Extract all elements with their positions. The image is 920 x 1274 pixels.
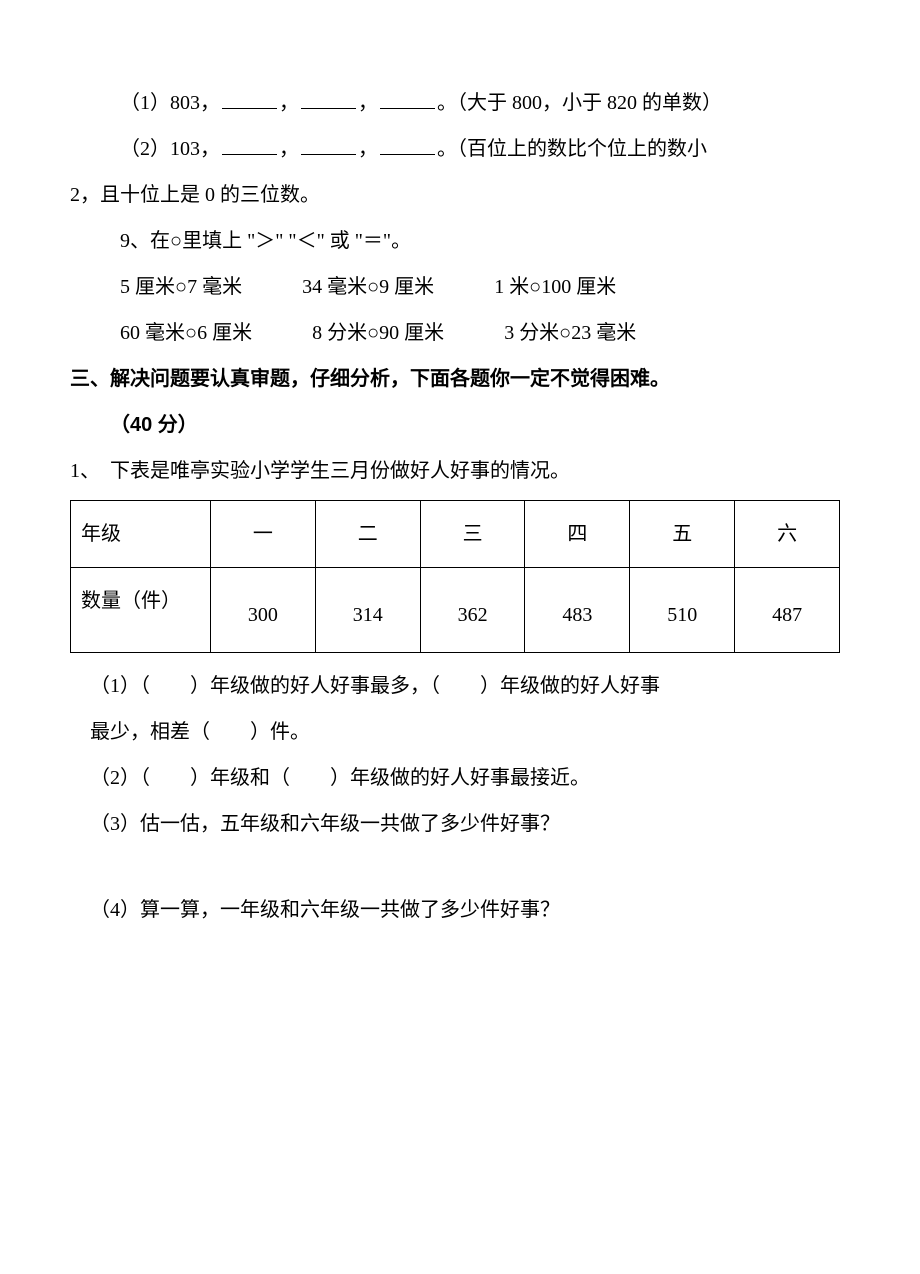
compare-item[interactable]: 5 厘米○7 毫米 — [120, 264, 242, 310]
table-header-cell: 二 — [315, 501, 420, 568]
blank-fill[interactable] — [301, 88, 356, 109]
table-header-row: 年级 一 二 三 四 五 六 — [71, 501, 840, 568]
table-header-cell: 六 — [735, 501, 840, 568]
table-cell: 362 — [420, 568, 525, 653]
table-header-cell: 五 — [630, 501, 735, 568]
compare-item[interactable]: 60 毫米○6 厘米 — [120, 310, 252, 356]
blank-fill[interactable] — [222, 88, 277, 109]
problem-1-q4: （4）算一算，一年级和六年级一共做了多少件好事？ — [70, 887, 850, 933]
question-2-line-1: （2）103，，，。（百位上的数比个位上的数小 — [70, 126, 850, 172]
good-deeds-table: 年级 一 二 三 四 五 六 数量（件） 300 314 362 483 510… — [70, 500, 840, 653]
section-3-points: （40 分） — [70, 402, 850, 448]
blank-fill[interactable] — [301, 134, 356, 155]
table-cell: 483 — [525, 568, 630, 653]
q2-suffix: 。（百位上的数比个位上的数小 — [437, 138, 707, 160]
compare-row-1: 5 厘米○7 毫米 34 毫米○9 厘米 1 米○100 厘米 — [70, 264, 850, 310]
q1-suffix: 。（大于 800，小于 820 的单数） — [437, 92, 722, 114]
table-row-label: 数量（件） — [71, 568, 211, 653]
table-cell: 487 — [735, 568, 840, 653]
table-cell: 300 — [211, 568, 316, 653]
problem-1-q3: （3）估一估，五年级和六年级一共做了多少件好事？ — [70, 801, 850, 847]
table-header-cell: 四 — [525, 501, 630, 568]
compare-row-2: 60 毫米○6 厘米 8 分米○90 厘米 3 分米○23 毫米 — [70, 310, 850, 356]
problem-1-q2: （2）（ ）年级和（ ）年级做的好人好事最接近。 — [70, 755, 850, 801]
question-9-title: 9、在○里填上 "＞" "＜" 或 "＝"。 — [70, 218, 850, 264]
question-2-line-2: 2，且十位上是 0 的三位数。 — [70, 172, 850, 218]
table-row: 数量（件） 300 314 362 483 510 487 — [71, 568, 840, 653]
blank-fill[interactable] — [380, 134, 435, 155]
compare-item[interactable]: 3 分米○23 毫米 — [504, 310, 636, 356]
blank-fill[interactable] — [222, 134, 277, 155]
spacer — [70, 847, 850, 887]
compare-item[interactable]: 1 米○100 厘米 — [494, 264, 616, 310]
table-cell: 314 — [315, 568, 420, 653]
table-header-label: 年级 — [71, 501, 211, 568]
problem-1-q1-line1: （1）（ ）年级做的好人好事最多，（ ）年级做的好人好事 — [70, 663, 850, 709]
problem-1-q1-line2: 最少，相差（ ）件。 — [70, 709, 850, 755]
section-3-title: 三、解决问题要认真审题，仔细分析，下面各题你一定不觉得困难。 — [70, 356, 850, 402]
compare-item[interactable]: 8 分米○90 厘米 — [312, 310, 444, 356]
q2-prefix: （2）103， — [120, 138, 220, 160]
table-header-cell: 三 — [420, 501, 525, 568]
problem-1-intro: 1、 下表是唯亭实验小学学生三月份做好人好事的情况。 — [70, 448, 850, 494]
compare-item[interactable]: 34 毫米○9 厘米 — [302, 264, 434, 310]
blank-fill[interactable] — [380, 88, 435, 109]
q1-prefix: （1）803， — [120, 92, 220, 114]
question-1-line-1: （1）803，，，。（大于 800，小于 820 的单数） — [70, 80, 850, 126]
table-header-cell: 一 — [211, 501, 316, 568]
table-cell: 510 — [630, 568, 735, 653]
